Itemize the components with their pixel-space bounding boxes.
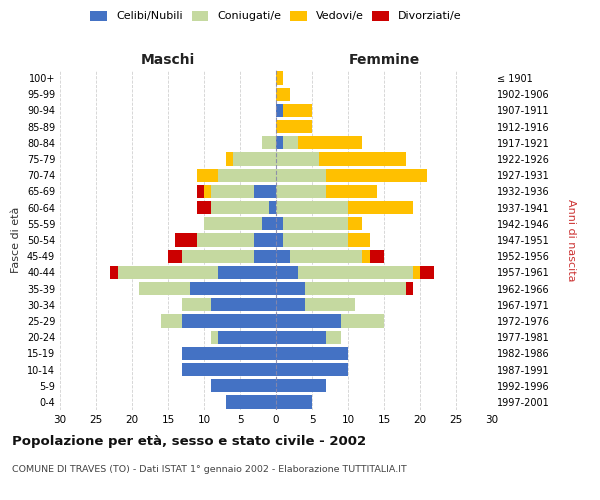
Y-axis label: Anni di nascita: Anni di nascita: [566, 198, 577, 281]
Bar: [276, 314, 341, 328]
Bar: [276, 72, 283, 85]
Bar: [182, 298, 211, 312]
Bar: [204, 185, 211, 198]
Bar: [370, 250, 384, 263]
Bar: [197, 168, 218, 182]
Bar: [254, 234, 276, 246]
Bar: [226, 152, 233, 166]
Bar: [406, 282, 413, 295]
Bar: [197, 185, 204, 198]
Bar: [326, 168, 427, 182]
Bar: [262, 136, 276, 149]
Bar: [283, 234, 348, 246]
Bar: [182, 314, 276, 328]
Bar: [362, 250, 370, 263]
Bar: [218, 330, 276, 344]
Bar: [276, 88, 290, 101]
Bar: [326, 330, 341, 344]
Bar: [283, 217, 348, 230]
Bar: [348, 234, 370, 246]
Bar: [218, 266, 276, 279]
Bar: [305, 282, 406, 295]
Bar: [348, 217, 362, 230]
Bar: [276, 217, 283, 230]
Bar: [276, 346, 348, 360]
Bar: [182, 363, 276, 376]
Bar: [276, 298, 305, 312]
Bar: [276, 152, 319, 166]
Bar: [283, 136, 298, 149]
Bar: [190, 282, 276, 295]
Text: COMUNE DI TRAVES (TO) - Dati ISTAT 1° gennaio 2002 - Elaborazione TUTTITALIA.IT: COMUNE DI TRAVES (TO) - Dati ISTAT 1° ge…: [12, 465, 407, 474]
Bar: [218, 168, 276, 182]
Bar: [197, 234, 254, 246]
Bar: [276, 168, 326, 182]
Bar: [276, 136, 283, 149]
Bar: [276, 330, 326, 344]
Bar: [290, 250, 362, 263]
Bar: [118, 266, 218, 279]
Bar: [276, 282, 305, 295]
Bar: [211, 330, 218, 344]
Text: Maschi: Maschi: [141, 53, 195, 67]
Bar: [204, 217, 262, 230]
Bar: [305, 298, 355, 312]
Bar: [211, 379, 276, 392]
Bar: [298, 266, 413, 279]
Bar: [319, 152, 406, 166]
Y-axis label: Fasce di età: Fasce di età: [11, 207, 21, 273]
Bar: [276, 363, 348, 376]
Bar: [269, 201, 276, 214]
Bar: [276, 396, 312, 408]
Bar: [262, 217, 276, 230]
Legend: Celibi/Nubili, Coniugati/e, Vedovi/e, Divorziati/e: Celibi/Nubili, Coniugati/e, Vedovi/e, Di…: [91, 10, 461, 22]
Bar: [161, 314, 182, 328]
Bar: [420, 266, 434, 279]
Bar: [110, 266, 118, 279]
Bar: [182, 250, 254, 263]
Bar: [276, 234, 283, 246]
Bar: [276, 250, 290, 263]
Text: Femmine: Femmine: [349, 53, 419, 67]
Bar: [197, 201, 211, 214]
Bar: [175, 234, 197, 246]
Bar: [326, 185, 377, 198]
Bar: [211, 185, 254, 198]
Bar: [276, 120, 312, 134]
Bar: [233, 152, 276, 166]
Bar: [276, 379, 326, 392]
Bar: [348, 201, 413, 214]
Bar: [283, 104, 312, 117]
Bar: [341, 314, 384, 328]
Bar: [276, 201, 348, 214]
Bar: [276, 185, 326, 198]
Bar: [182, 346, 276, 360]
Bar: [211, 298, 276, 312]
Bar: [139, 282, 190, 295]
Bar: [298, 136, 362, 149]
Bar: [226, 396, 276, 408]
Text: Popolazione per età, sesso e stato civile - 2002: Popolazione per età, sesso e stato civil…: [12, 435, 366, 448]
Bar: [413, 266, 420, 279]
Bar: [168, 250, 182, 263]
Bar: [254, 185, 276, 198]
Bar: [276, 104, 283, 117]
Bar: [254, 250, 276, 263]
Bar: [276, 266, 298, 279]
Bar: [211, 201, 269, 214]
